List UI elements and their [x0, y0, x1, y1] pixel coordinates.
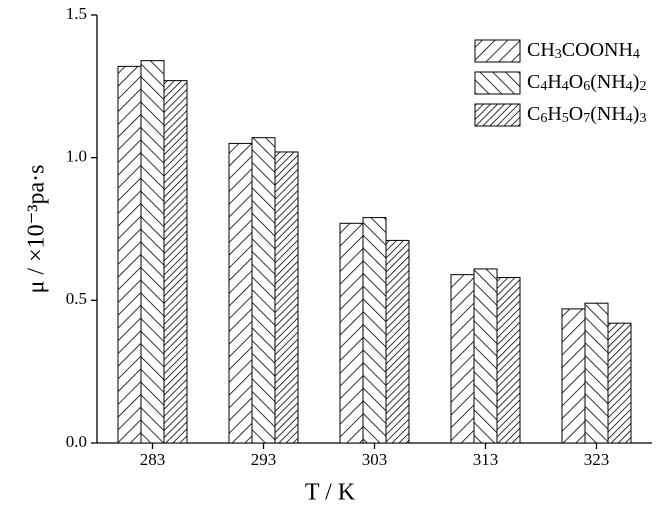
bar [561, 308, 586, 444]
x-tick-label: 283 [140, 450, 166, 469]
y-tick-label: 1.5 [66, 4, 87, 23]
bar [362, 217, 387, 444]
legend-swatch [474, 103, 521, 127]
x-tick-label: 293 [251, 450, 277, 469]
x-tick-label: 313 [473, 450, 499, 469]
bar [385, 239, 410, 444]
legend-swatch [474, 39, 521, 63]
legend-swatch [474, 71, 521, 95]
y-tick-label: 0.5 [66, 289, 87, 308]
bar [339, 222, 364, 444]
legend-label: C4H4O6(NH4)2 [527, 71, 646, 95]
y-tick-label: 0.0 [66, 432, 87, 451]
bar [450, 274, 475, 444]
x-tick-label: 323 [584, 450, 610, 469]
x-tick-label: 303 [362, 450, 388, 469]
legend-label: CH3COONH4 [527, 39, 640, 63]
y-tick-label: 1.0 [66, 147, 87, 166]
bar [274, 151, 299, 444]
bar [117, 65, 142, 444]
bar [228, 142, 253, 444]
bar [496, 277, 521, 444]
bar [584, 302, 609, 444]
bar [251, 137, 276, 444]
y-axis-label: μ / ×10⁻³pa·s [24, 165, 50, 294]
bar [163, 80, 188, 444]
legend-label: C6H5O7(NH4)3 [527, 103, 646, 127]
bar [473, 268, 498, 444]
bar [140, 60, 165, 444]
x-axis-label: T / K [305, 480, 356, 506]
bar [607, 322, 632, 444]
